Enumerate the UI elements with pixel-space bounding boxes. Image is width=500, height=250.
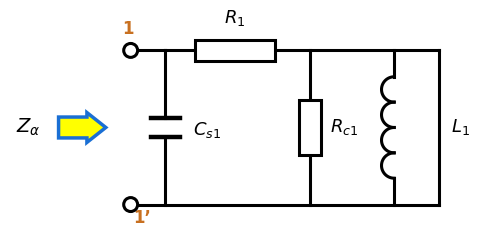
Text: $R_{c1}$: $R_{c1}$ bbox=[330, 118, 358, 138]
Text: 1: 1 bbox=[122, 20, 134, 38]
Text: $L_1$: $L_1$ bbox=[452, 118, 470, 138]
Text: 1’: 1’ bbox=[133, 208, 151, 226]
FancyArrow shape bbox=[58, 112, 106, 142]
Bar bbox=[196, 40, 275, 61]
Bar bbox=[298, 100, 320, 155]
Text: $Z_{\alpha}$: $Z_{\alpha}$ bbox=[16, 117, 41, 138]
Text: $R_1$: $R_1$ bbox=[224, 8, 246, 28]
Text: $C_{s1}$: $C_{s1}$ bbox=[193, 120, 221, 140]
